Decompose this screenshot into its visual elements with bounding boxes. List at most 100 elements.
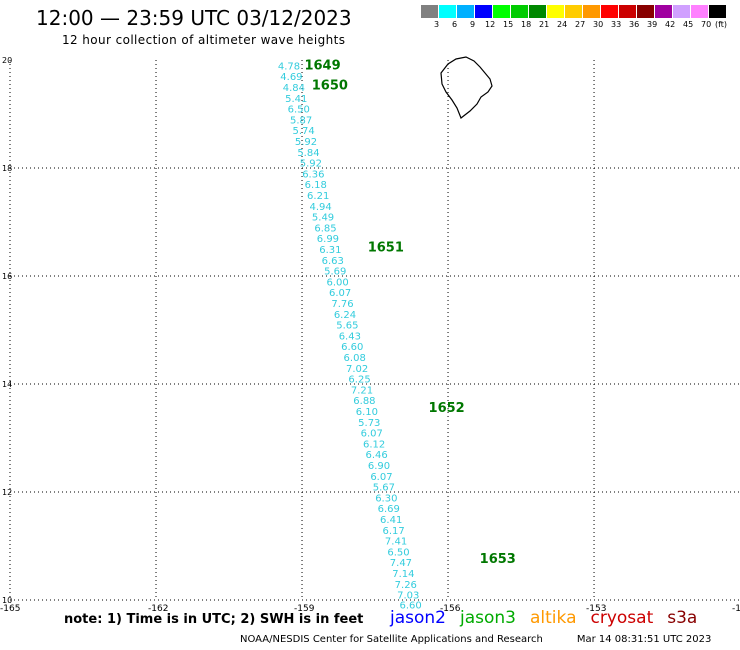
legend-label: 3	[434, 20, 440, 29]
swh-point-label: 6.25	[348, 375, 370, 386]
island-outline	[440, 56, 493, 119]
swh-point-label: 5.73	[358, 418, 380, 429]
page-title: 12:00 — 23:59 UTC 03/12/2023	[36, 6, 352, 30]
swh-point-label: 7.41	[385, 537, 407, 548]
legend-swatch	[439, 5, 457, 18]
swh-point-label: 4.84	[283, 83, 305, 94]
swh-point-label: 7.14	[392, 569, 414, 580]
swh-point-label: 5.92	[300, 159, 322, 170]
map-grid	[9, 60, 740, 601]
time-label: 1653	[480, 552, 516, 567]
legend-unit: (ft)	[715, 20, 728, 29]
y-tick-label: 12	[2, 488, 12, 497]
swh-point-label: 6.88	[353, 396, 375, 407]
legend-label: 33	[611, 20, 622, 29]
legend-swatch	[421, 5, 439, 18]
legend-label: 18	[521, 20, 532, 29]
legend-swatch	[475, 5, 493, 18]
swh-point-label: 5.65	[336, 321, 358, 332]
swh-point-label: 6.99	[317, 234, 339, 245]
satellite-legend: jason2 jason3 altika cryosat s3a	[390, 608, 711, 628]
swh-point-label: 6.08	[344, 353, 366, 364]
legend-label: 42	[665, 20, 676, 29]
legend-label: 15	[503, 20, 514, 29]
swh-point-label: 6.18	[305, 180, 327, 191]
legend-swatch	[619, 5, 637, 18]
swh-point-label: 5.84	[297, 148, 319, 159]
legend-label: 45	[683, 20, 694, 29]
swh-point-label: 5.87	[290, 115, 312, 126]
time-labels: 1649 1650 1651 1652 1653	[304, 58, 515, 567]
swh-point-label: 6.31	[319, 245, 341, 256]
legend-swatch	[583, 5, 601, 18]
x-tick-label: -156	[440, 604, 461, 614]
legend-label: 36	[629, 20, 640, 29]
legend-swatch	[493, 5, 511, 18]
swh-point-label: 5.74	[292, 126, 314, 137]
swh-point-label: 6.60	[341, 342, 363, 353]
swh-point-label: 7.02	[346, 364, 368, 375]
legend-swatch	[655, 5, 673, 18]
time-label: 1650	[312, 78, 348, 93]
legend-label: 21	[539, 20, 550, 29]
swh-point-label: 7.47	[390, 558, 412, 569]
legend-label: 27	[575, 20, 586, 29]
legend-label: 6	[452, 20, 458, 29]
swh-point-label: 6.36	[302, 169, 324, 180]
x-tick-label: -162	[148, 604, 168, 614]
swh-point-label: 5.92	[295, 137, 317, 148]
y-tick-label: 14	[2, 380, 12, 389]
swh-point-label: 6.43	[339, 331, 361, 342]
legend-label: 39	[647, 20, 658, 29]
swh-point-label: 6.00	[327, 277, 349, 288]
legend-swatch	[601, 5, 619, 18]
time-label: 1649	[304, 58, 340, 73]
swh-point-label: 4.69	[280, 72, 302, 83]
legend-swatch	[709, 5, 727, 18]
swh-point-label: 6.50	[288, 105, 310, 116]
swh-point-label: 6.50	[387, 547, 409, 558]
legend-swatch	[457, 5, 475, 18]
legend-swatch	[637, 5, 655, 18]
swh-point-label: 6.46	[365, 450, 387, 461]
swh-point-label: 7.76	[331, 299, 353, 310]
color-legend: 3 6 9 12 15 18 21 24 27 30 33 36 39 42 45 70 (ft)	[421, 5, 727, 30]
legend-swatch	[691, 5, 709, 18]
swh-point-label: 6.12	[363, 439, 385, 450]
swh-point-label: 4.78	[278, 61, 300, 72]
satellite-s3a: s3a	[667, 608, 698, 628]
legend-label: 24	[557, 20, 568, 29]
swh-point-label: 6.07	[329, 288, 351, 299]
legend-label: 9	[470, 20, 476, 29]
x-tick-label: -15	[732, 604, 740, 614]
y-tick-label: 18	[2, 164, 12, 173]
time-label: 1651	[368, 240, 404, 255]
swh-point-label: 6.90	[368, 461, 390, 472]
swh-point-label: 6.85	[314, 223, 336, 234]
y-tick-label: 10	[2, 596, 12, 605]
swh-point-label: 6.30	[375, 493, 397, 504]
swh-point-label: 6.07	[370, 472, 392, 483]
satellite-jason2: jason2	[390, 608, 446, 628]
satellite-altika: altika	[530, 608, 577, 628]
swh-point-label: 5.69	[324, 267, 346, 278]
swh-point-label: 6.69	[378, 504, 400, 515]
legend-swatches	[421, 5, 727, 18]
y-tick-label: 20	[2, 56, 12, 65]
legend-swatch	[511, 5, 529, 18]
swh-point-label: 5.41	[285, 94, 307, 105]
credit-line: NOAA/NESDIS Center for Satellite Applica…	[240, 634, 711, 645]
swh-point-label: 7.03	[397, 591, 419, 602]
swh-point-label: 6.60	[400, 600, 422, 611]
satellite-jason3: jason3	[460, 608, 516, 628]
page-subtitle: 12 hour collection of altimeter wave hei…	[62, 33, 346, 47]
footer-note: note: 1) Time is in UTC; 2) SWH is in fe…	[64, 612, 364, 627]
credit-text: NOAA/NESDIS Center for Satellite Applica…	[240, 634, 543, 645]
swh-point-label: 6.41	[380, 515, 402, 526]
legend-swatch	[547, 5, 565, 18]
legend-swatch	[565, 5, 583, 18]
swh-point-label: 7.21	[351, 385, 373, 396]
timestamp: Mar 14 08:31:51 UTC 2023	[576, 634, 712, 645]
swh-point-label: 6.21	[307, 191, 329, 202]
swh-point-label: 6.17	[382, 526, 404, 537]
